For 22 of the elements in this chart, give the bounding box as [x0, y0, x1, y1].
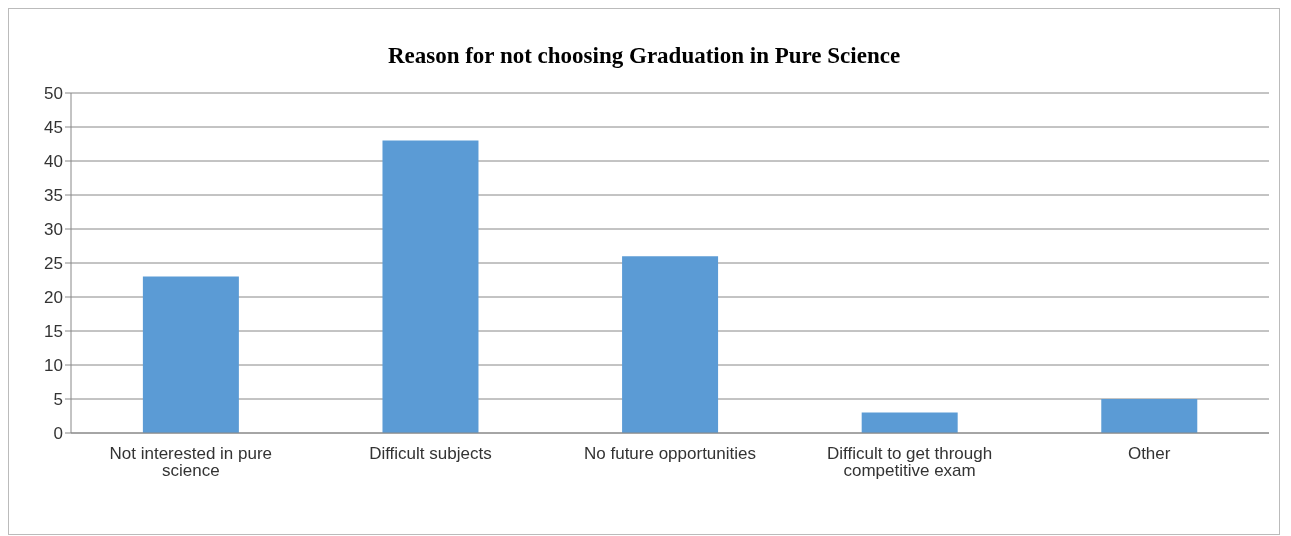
x-tick-label: No future opportunities [584, 444, 756, 464]
x-tick-label: Difficult subjects [369, 444, 492, 464]
y-tick-label: 35 [44, 186, 63, 206]
y-tick-label: 5 [53, 390, 63, 410]
y-tick-label: 50 [44, 84, 63, 104]
bar [861, 412, 958, 433]
y-tick-label: 30 [44, 220, 63, 240]
y-tick-label: 25 [44, 254, 63, 274]
x-tick-label: Other [1127, 444, 1171, 464]
bar [1101, 399, 1198, 433]
bar [382, 140, 479, 433]
y-tick-label: 10 [44, 356, 63, 376]
y-tick-label: 20 [44, 288, 63, 308]
y-tick-label: 40 [44, 152, 63, 172]
y-tick-label: 0 [53, 424, 63, 444]
x-tick-label: Difficult to get through competitive exam [827, 444, 993, 481]
y-tick-label: 15 [44, 322, 63, 342]
chart-title: Reason for not choosing Graduation in Pure Science [386, 43, 902, 70]
bar [142, 276, 239, 433]
y-tick-label: 45 [44, 118, 63, 138]
x-tick-label: Not interested in pure science [109, 444, 273, 481]
bar [622, 256, 719, 433]
